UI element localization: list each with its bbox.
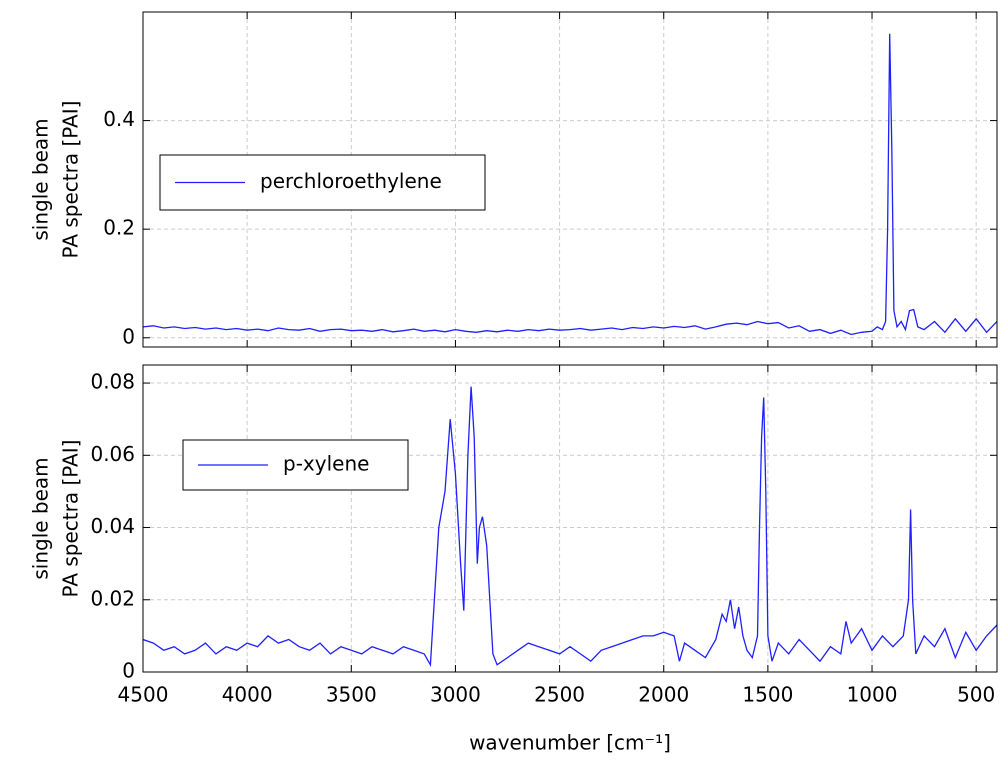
plot-frame bbox=[142, 11, 998, 348]
x-axis-label: wavenumber [cm⁻¹] bbox=[469, 731, 671, 755]
x-tick-label: 1000 bbox=[847, 683, 898, 707]
legend-label: p-xylene bbox=[283, 452, 369, 476]
y-tick-label: 0.2 bbox=[103, 216, 135, 240]
y-tick-label: 0.08 bbox=[90, 370, 135, 394]
y-tick-label: 0.04 bbox=[90, 514, 135, 538]
y-tick-label: 0 bbox=[122, 324, 135, 348]
y-axis-label: single beam bbox=[29, 118, 53, 240]
x-tick-label: 4500 bbox=[118, 683, 169, 707]
y-tick-label: 0 bbox=[122, 659, 135, 683]
spectrum-line bbox=[143, 386, 997, 668]
y-tick-label: 0.06 bbox=[90, 442, 135, 466]
y-tick-label: 0.4 bbox=[103, 107, 135, 131]
spectrum-line bbox=[143, 33, 997, 336]
y-tick-label: 0.02 bbox=[90, 586, 135, 610]
x-tick-label: 4000 bbox=[222, 683, 273, 707]
x-tick-label: 3500 bbox=[326, 683, 377, 707]
x-tick-label: 3000 bbox=[430, 683, 481, 707]
plot-frame bbox=[142, 364, 998, 673]
x-tick-label: 2000 bbox=[638, 683, 689, 707]
x-tick-label: 1500 bbox=[742, 683, 793, 707]
x-tick-label: 2500 bbox=[534, 683, 585, 707]
x-tick-label: 500 bbox=[957, 683, 995, 707]
legend-label: perchloroethylene bbox=[260, 169, 442, 193]
y-axis-label: PA spectra [PAI] bbox=[59, 440, 83, 598]
y-axis-label: single beam bbox=[29, 457, 53, 579]
y-axis-label: PA spectra [PAI] bbox=[59, 101, 83, 259]
